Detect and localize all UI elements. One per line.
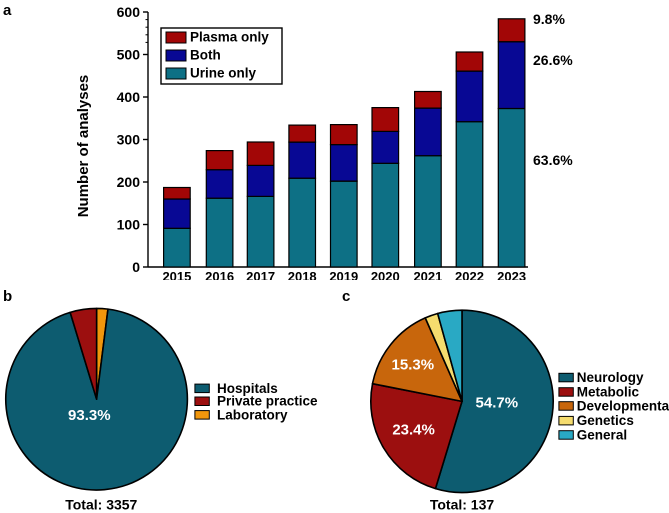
svg-text:2020: 2020 [371,269,400,280]
svg-text:2023: 2023 [497,269,526,280]
svg-text:Metabolic: Metabolic [577,384,640,399]
svg-text:63.6%: 63.6% [533,152,573,168]
svg-text:Developmental: Developmental [577,398,669,413]
svg-text:Urine only: Urine only [190,66,257,81]
svg-text:Laboratory: Laboratory [217,407,288,422]
svg-text:Plasma only: Plasma only [190,30,269,45]
svg-text:2019: 2019 [329,269,358,280]
svg-text:300: 300 [117,132,141,148]
svg-text:2017: 2017 [246,269,275,280]
svg-text:Total: 3357: Total: 3357 [65,496,137,512]
svg-text:26.6%: 26.6% [533,52,573,68]
svg-text:9.8%: 9.8% [533,11,565,27]
svg-text:200: 200 [117,174,141,190]
svg-text:100: 100 [117,217,141,233]
svg-text:400: 400 [117,89,141,105]
svg-text:2022: 2022 [455,269,484,280]
svg-text:600: 600 [117,4,141,20]
svg-text:2018: 2018 [288,269,317,280]
svg-text:Total: 137: Total: 137 [430,496,495,512]
svg-text:Neurology: Neurology [577,370,644,385]
svg-text:Number of analyses: Number of analyses [75,75,92,218]
svg-text:15.3%: 15.3% [392,356,435,373]
svg-text:Both: Both [190,48,221,63]
svg-text:0: 0 [132,259,140,275]
svg-text:2021: 2021 [413,269,442,280]
svg-text:54.7%: 54.7% [476,394,519,411]
svg-text:500: 500 [117,47,141,63]
svg-text:2016: 2016 [205,269,234,280]
svg-text:23.4%: 23.4% [392,421,435,438]
svg-text:93.3%: 93.3% [68,407,111,424]
svg-text:Genetics: Genetics [577,413,634,428]
svg-text:2015: 2015 [162,269,191,280]
svg-text:General: General [577,427,627,442]
